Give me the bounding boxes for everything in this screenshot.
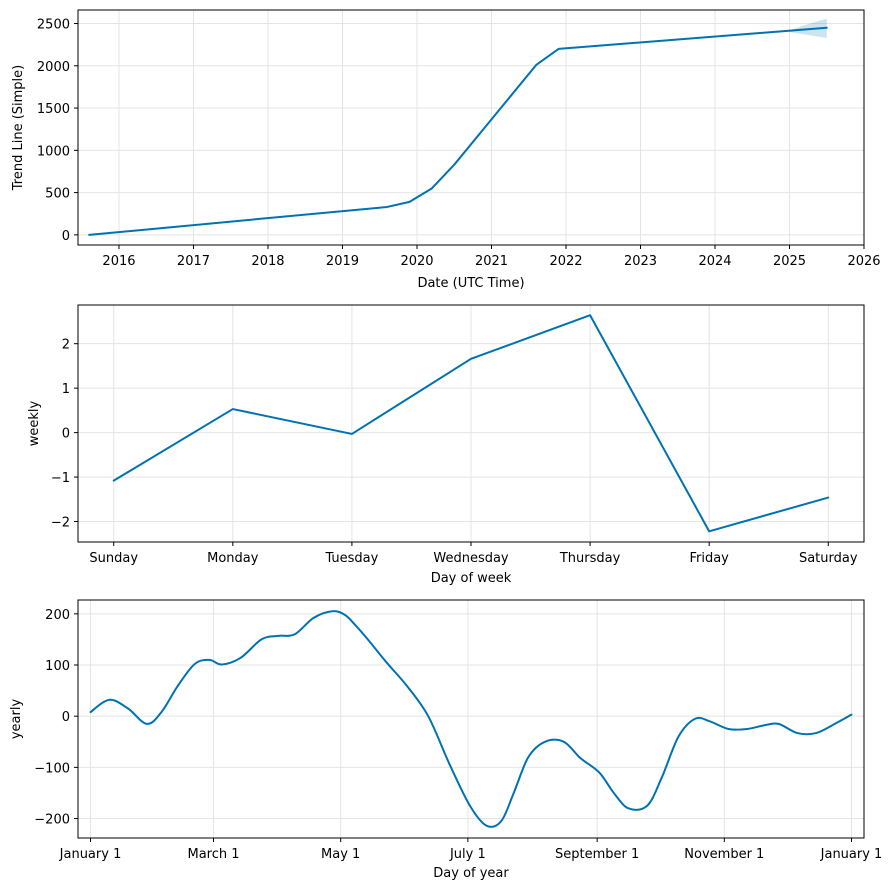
x-tick-label: 2024	[698, 254, 731, 269]
x-tick-label: March 1	[187, 847, 239, 862]
y-tick-label: 1000	[37, 144, 70, 159]
x-tick-label: Saturday	[799, 551, 858, 566]
y-tick-label: 200	[45, 608, 70, 623]
y-tick-label: 2500	[37, 18, 70, 33]
y-tick-label: −100	[34, 761, 70, 776]
x-tick-label: 2025	[773, 254, 806, 269]
plot-frame	[77, 599, 865, 839]
yearly-panel: −200 −100 0 100 200 January 1 March 1 May 1 July…	[9, 599, 883, 881]
plot-frame	[77, 304, 865, 543]
y-tick-label: 0	[62, 229, 70, 244]
x-tick-label: Thursday	[559, 551, 621, 566]
x-tick-label: 2018	[251, 254, 284, 269]
x-tick-label: Sunday	[89, 551, 138, 566]
trend-series-line	[88, 26, 828, 236]
yearly-series-line	[89, 610, 853, 828]
weekly-series-line	[112, 314, 830, 533]
x-tick-label: 2017	[177, 254, 210, 269]
x-tick-label: 2020	[400, 254, 433, 269]
x-tick-label: 2016	[102, 254, 135, 269]
trend-panel: 0 500 1000 1500 2000 2500 2016 2017 2018 2019 2020…	[11, 9, 881, 291]
y-tick-label: 2000	[37, 60, 70, 75]
x-tick-label: Monday	[207, 551, 259, 566]
y-tick-label: 1	[62, 382, 70, 397]
y-tick-label: 0	[62, 427, 70, 442]
y-tick-label: 500	[45, 187, 70, 202]
y-tick-label: 100	[45, 659, 70, 674]
y-tick-label: −1	[51, 471, 70, 486]
x-tick-label: Wednesday	[433, 551, 509, 566]
y-axis-label: weekly	[27, 400, 42, 446]
y-tick-label: 2	[62, 338, 70, 353]
x-tick-label: 2021	[475, 254, 508, 269]
plot-frame	[77, 9, 865, 246]
x-tick-label: September 1	[555, 847, 639, 862]
weekly-panel: −2 −1 0 1 2 Sunday Monday Tuesday Wednesday Thurs…	[27, 304, 865, 586]
x-tick-label: May 1	[321, 847, 360, 862]
x-tick-label: July 1	[449, 847, 486, 862]
x-tick-label: 2026	[847, 254, 880, 269]
x-tick-label: Friday	[689, 551, 729, 566]
x-tick-label: January 1	[820, 847, 883, 862]
uncertainty-band	[789, 18, 827, 38]
x-axis-label: Date (UTC Time)	[417, 276, 524, 291]
x-tick-label: 2023	[624, 254, 657, 269]
y-axis-label: yearly	[9, 699, 24, 740]
x-tick-label: 2019	[326, 254, 359, 269]
y-tick-label: −2	[51, 516, 70, 531]
y-tick-label: 1500	[37, 102, 70, 117]
x-tick-label: January 1	[59, 847, 122, 862]
y-tick-label: −200	[34, 813, 70, 828]
y-tick-label: 0	[62, 710, 70, 725]
x-axis-label: Day of week	[431, 571, 512, 586]
x-axis-label: Day of year	[433, 866, 509, 881]
x-tick-label: November 1	[684, 847, 764, 862]
x-tick-label: 2022	[549, 254, 582, 269]
y-axis-label: Trend Line (Simple)	[11, 65, 26, 191]
x-tick-label: Tuesday	[324, 551, 378, 566]
